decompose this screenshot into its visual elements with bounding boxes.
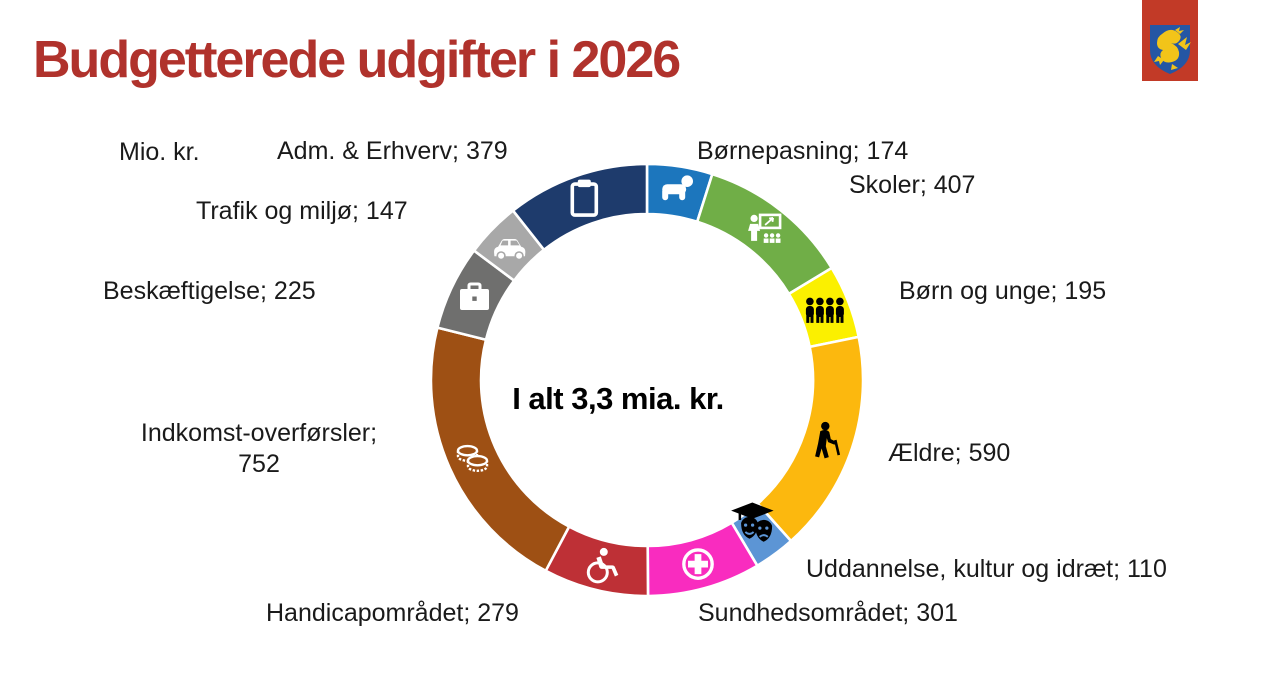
elderly-person-icon [815,421,841,459]
page-title: Budgetterede udgifter i 2026 [33,31,681,89]
segment-label-bornepasning: Børnepasning; 174 [697,137,909,165]
medical-cross-icon [682,548,714,580]
segment-label-aeldre: Ældre; 590 [888,439,1011,467]
wheelchair-icon [586,547,619,584]
segment-label-indkomst: Indkomst-overførsler; 752 [140,419,378,478]
segment-label-handicap: Handicapområdet; 279 [266,599,519,627]
coins-icon [456,444,489,472]
segment-indkomst: Indkomst-overførsler; 752 [429,326,571,573]
segment-label-sundhed: Sundhedsområdet; 301 [698,599,958,627]
crawling-baby-icon [662,175,693,201]
graduation-masks-icon [731,502,774,542]
segment-label-skoler: Skoler; 407 [849,171,976,199]
segment-adm: Adm. & Erhverv; 379 [511,162,649,252]
segment-label-beskaeftigelse: Beskæftigelse; 225 [103,277,316,305]
municipality-logo [1142,0,1198,81]
segment-label-trafik: Trafik og miljø; 147 [196,197,408,225]
people-group-icon [805,297,844,323]
segment-label-uddannelse: Uddannelse, kultur og idræt; 110 [806,555,1167,583]
chart-center-total: I alt 3,3 mia. kr. [512,381,724,416]
segment-label-adm: Adm. & Erhverv; 379 [277,137,508,165]
teacher-blackboard-icon [748,213,782,243]
car-icon [494,239,526,261]
griffin-icon [1154,27,1191,70]
clipboard-icon [570,179,599,217]
segment-label-born_og_unge: Børn og unge; 195 [899,277,1107,305]
briefcase-icon [460,282,489,310]
segment-aeldre: Ældre; 590 [756,335,865,543]
unit-label: Mio. kr. [119,138,200,166]
